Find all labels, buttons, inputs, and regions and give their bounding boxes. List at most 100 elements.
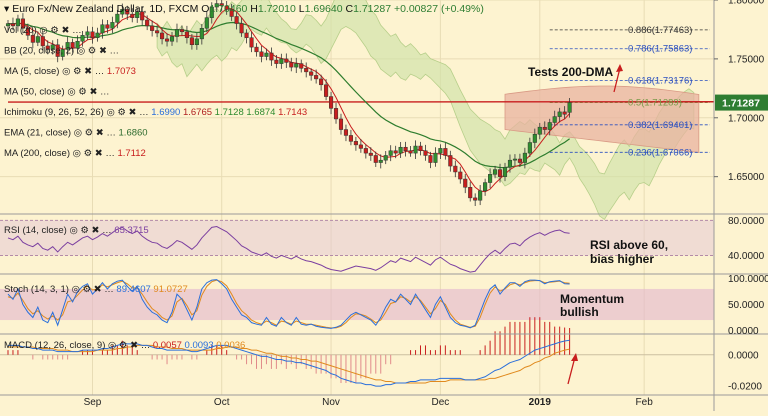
indicator-value: 1.7112 bbox=[117, 148, 145, 159]
candle-body bbox=[399, 147, 403, 153]
candle-body bbox=[116, 14, 120, 22]
candle-body bbox=[285, 59, 289, 63]
candle-body bbox=[289, 62, 293, 67]
fib-label-0: 0.886(1.77463) bbox=[628, 25, 692, 36]
candle-body bbox=[280, 59, 284, 64]
candle-body bbox=[155, 31, 159, 33]
price-tick-label-3: 1.65000 bbox=[728, 172, 765, 183]
candle-body bbox=[106, 25, 110, 29]
annotation-momentum-line2: bullish bbox=[560, 305, 599, 319]
fib-label-5: 0.236(1.67066) bbox=[628, 147, 692, 158]
candle-body bbox=[404, 147, 408, 151]
candle-body bbox=[434, 153, 438, 162]
candle-body bbox=[498, 170, 502, 177]
indicator-value: 1.7143 bbox=[278, 107, 307, 118]
header-symbol: ▾ Euro Fx/New Zealand Dollar, 1D, FXCM bbox=[4, 3, 201, 15]
x-label-5: Feb bbox=[636, 397, 654, 408]
header-c: 1.71287 bbox=[353, 3, 394, 15]
indicator-label-3: MA (50, close) ◎ ⚙ ✖ … bbox=[4, 87, 110, 98]
candle-body bbox=[175, 29, 179, 36]
macd-label-value: 0.0057 bbox=[153, 340, 185, 351]
macd-tick-label-1: -0.0200 bbox=[728, 382, 762, 393]
candle-body bbox=[523, 153, 527, 162]
price-badge-label: 1.71287 bbox=[722, 98, 760, 110]
candle-body bbox=[339, 119, 343, 130]
indicator-name: MA (5, close) ◎ ⚙ ✖ … bbox=[4, 66, 107, 77]
indicator-label-2: MA (5, close) ◎ ⚙ ✖ … 1.7073 bbox=[4, 66, 136, 77]
candle-body bbox=[538, 127, 542, 134]
candle-body bbox=[319, 79, 323, 85]
indicator-value: 1.7073 bbox=[107, 66, 136, 77]
candle-body bbox=[31, 35, 35, 42]
rsi-label-value: 65.3715 bbox=[114, 225, 148, 236]
candle-body bbox=[185, 32, 189, 38]
header-l: 1.69640 bbox=[305, 3, 346, 15]
stoch-label-value: 89.4607 bbox=[116, 284, 153, 295]
candle-body bbox=[508, 160, 512, 167]
candle-body bbox=[180, 29, 184, 31]
candle-body bbox=[314, 75, 318, 79]
candle-body bbox=[354, 141, 358, 145]
stoch-label-name: Stoch (14, 3, 1) ◎ ⚙ ✖ … bbox=[4, 284, 116, 295]
candle-body bbox=[359, 145, 363, 149]
candle-body bbox=[334, 108, 338, 119]
indicator-name: EMA (21, close) ◎ ⚙ ✖ … bbox=[4, 128, 119, 139]
header-change: +0.00827 (+0.49%) bbox=[394, 3, 484, 15]
rsi-label: RSI (14, close) ◎ ⚙ ✖ … 65.3715 bbox=[4, 225, 149, 236]
candle-body bbox=[483, 183, 487, 191]
candle-body bbox=[389, 151, 393, 156]
fib-label-1: 0.786(1.75863) bbox=[628, 44, 692, 55]
stoch-tick-label-2: 0.0000 bbox=[728, 326, 759, 337]
candle-body bbox=[394, 151, 398, 153]
candle-body bbox=[444, 148, 448, 155]
candle-body bbox=[458, 172, 462, 179]
indicator-name: MA (50, close) ◎ ⚙ ✖ … bbox=[4, 87, 110, 98]
candle-body bbox=[449, 155, 453, 166]
candle-body bbox=[568, 103, 572, 113]
x-label-3: Dec bbox=[431, 397, 449, 408]
candle-body bbox=[548, 122, 552, 129]
stoch-label-value: 91.0727 bbox=[153, 284, 187, 295]
indicator-name: BB (20, close, 2) ◎ ⚙ ✖ … bbox=[4, 46, 119, 57]
candle-body bbox=[409, 151, 413, 153]
candle-body bbox=[329, 97, 333, 109]
candle-body bbox=[145, 20, 149, 26]
candle-body bbox=[165, 39, 169, 41]
candle-body bbox=[533, 134, 537, 142]
candle-body bbox=[96, 33, 100, 38]
candle-body bbox=[528, 143, 532, 154]
x-label-2: Nov bbox=[322, 397, 340, 408]
fib-label-2: 0.618(1.73176) bbox=[628, 75, 692, 86]
candle-body bbox=[374, 155, 378, 162]
x-label-1: Oct bbox=[214, 397, 230, 408]
indicator-value: 1.7128 bbox=[215, 107, 247, 118]
candle-body bbox=[468, 187, 472, 198]
candle-body bbox=[250, 38, 254, 47]
candle-body bbox=[36, 37, 40, 43]
candle-body bbox=[324, 85, 328, 97]
macd-label: MACD (12, 26, close, 9) ◎ ⚙ ✖ … 0.0057 0… bbox=[4, 340, 245, 351]
candle-body bbox=[160, 33, 164, 39]
candle-body bbox=[419, 146, 423, 151]
candle-body bbox=[200, 28, 204, 39]
candle-body bbox=[150, 26, 154, 31]
rsi-tick-label-1: 40.0000 bbox=[728, 251, 765, 262]
price-tick-label-0: 1.80000 bbox=[728, 0, 765, 7]
candle-body bbox=[384, 155, 388, 160]
candle-body bbox=[91, 32, 95, 38]
x-label-0: Sep bbox=[84, 397, 102, 408]
indicator-value: 1.6765 bbox=[183, 107, 215, 118]
candle-body bbox=[349, 135, 353, 141]
candle-body bbox=[265, 53, 269, 57]
candle-body bbox=[414, 146, 418, 153]
macd-label-name: MACD (12, 26, close, 9) ◎ ⚙ ✖ … bbox=[4, 340, 153, 351]
fib-label-3: 0.5(1.71289) bbox=[628, 98, 682, 109]
annotation-momentum-line1: Momentum bbox=[560, 292, 624, 306]
candle-body bbox=[558, 112, 562, 117]
indicator-value: 1.6990 bbox=[151, 107, 183, 118]
header-o-label: O bbox=[201, 3, 209, 15]
candle-body bbox=[563, 112, 567, 114]
candle-body bbox=[170, 37, 174, 42]
